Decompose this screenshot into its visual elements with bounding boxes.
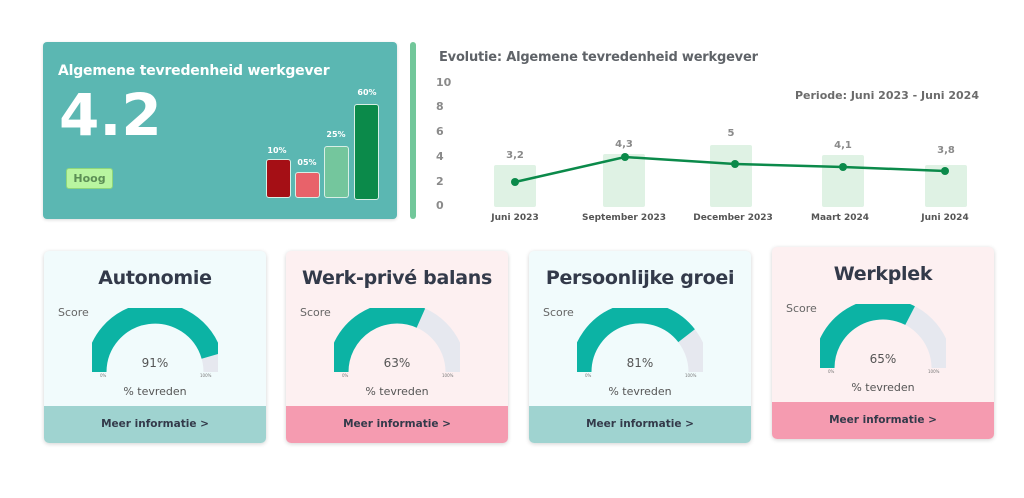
- card-title: Werk-privé balans: [302, 267, 492, 289]
- distribution-label: 60%: [357, 88, 377, 97]
- score-label: Score: [58, 306, 89, 319]
- more-info-button[interactable]: Meer informatie >: [772, 402, 994, 439]
- bar-value-label: 4,3: [615, 139, 633, 150]
- section-divider: [410, 42, 416, 219]
- more-info-button[interactable]: Meer informatie >: [529, 406, 751, 443]
- chart-title: Evolutie: Algemene tevredenheid werkgeve…: [439, 50, 758, 65]
- distribution-label: 25%: [326, 130, 346, 139]
- gauge-min-label: 0%: [585, 373, 592, 378]
- x-tick: Juni 2023: [491, 213, 539, 223]
- gauge-value: 65%: [869, 352, 897, 366]
- y-tick: 6: [436, 125, 444, 138]
- gauge-caption: % tevreden: [608, 385, 672, 398]
- gauge-chart: [577, 308, 703, 373]
- bar-value-label: 3,2: [506, 150, 524, 161]
- x-tick: Juni 2024: [921, 213, 969, 223]
- gauge-max-label: 100%: [685, 373, 697, 378]
- y-tick: 8: [436, 100, 444, 113]
- y-tick: 4: [436, 150, 444, 163]
- score-label: Score: [300, 306, 331, 319]
- kpi-value: 4.2: [59, 81, 162, 149]
- card-werkplek: Werkplek Score 65% 0% 100% % tevreden Me…: [772, 247, 994, 439]
- gauge-min-label: 0%: [828, 369, 835, 374]
- gauge-caption: % tevreden: [365, 385, 429, 398]
- score-label: Score: [543, 306, 574, 319]
- more-info-button[interactable]: Meer informatie >: [44, 406, 266, 443]
- gauge-chart: [334, 308, 460, 373]
- chart-bar: [603, 154, 645, 207]
- gauge-max-label: 100%: [442, 373, 454, 378]
- card-autonomie: Autonomie Score 91% 0% 100% % tevreden M…: [44, 251, 266, 443]
- y-tick: 2: [436, 175, 444, 188]
- gauge-chart: [820, 304, 946, 369]
- more-info-button[interactable]: Meer informatie >: [286, 406, 508, 443]
- y-tick: 0: [436, 199, 444, 212]
- score-label: Score: [786, 302, 817, 315]
- chart-bar: [710, 145, 752, 207]
- card-title: Persoonlijke groei: [545, 267, 735, 289]
- gauge-value: 81%: [626, 356, 654, 370]
- status-badge: Hoog: [66, 168, 113, 189]
- x-tick: September 2023: [582, 213, 666, 223]
- gauge-value: 63%: [383, 356, 411, 370]
- y-tick: 10: [436, 76, 452, 89]
- card-title: Werkplek: [833, 263, 933, 285]
- bar-value-label: 4,1: [834, 140, 852, 151]
- distribution-label: 10%: [267, 146, 287, 155]
- gauge-min-label: 0%: [100, 373, 107, 378]
- card-persoonlijke-groei: Persoonlijke groei Score 81% 0% 100% % t…: [529, 251, 751, 443]
- distribution-label: 05%: [297, 158, 317, 167]
- distribution-bar: [295, 172, 320, 198]
- card-werk-prive-balans: Werk-privé balans Score 63% 0% 100% % te…: [286, 251, 508, 443]
- bar-value-label: 5: [727, 128, 735, 139]
- gauge-value: 91%: [141, 356, 169, 370]
- gauge-max-label: 100%: [928, 369, 940, 374]
- card-title: Autonomie: [98, 267, 212, 289]
- kpi-card: Algemene tevredenheid werkgever 4.2 Hoog…: [43, 42, 397, 219]
- distribution-bar: [266, 159, 291, 198]
- bar-value-label: 3,8: [937, 145, 955, 156]
- kpi-title: Algemene tevredenheid werkgever: [58, 63, 330, 79]
- gauge-caption: % tevreden: [123, 385, 187, 398]
- chart-period: Periode: Juni 2023 - Juni 2024: [794, 89, 979, 102]
- x-tick: December 2023: [693, 213, 773, 223]
- distribution-bar: [324, 146, 349, 198]
- gauge-max-label: 100%: [200, 373, 212, 378]
- x-tick: Maart 2024: [810, 213, 870, 223]
- gauge-caption: % tevreden: [851, 381, 915, 394]
- gauge-chart: [92, 308, 218, 373]
- distribution-bar: [354, 104, 379, 200]
- gauge-min-label: 0%: [342, 373, 349, 378]
